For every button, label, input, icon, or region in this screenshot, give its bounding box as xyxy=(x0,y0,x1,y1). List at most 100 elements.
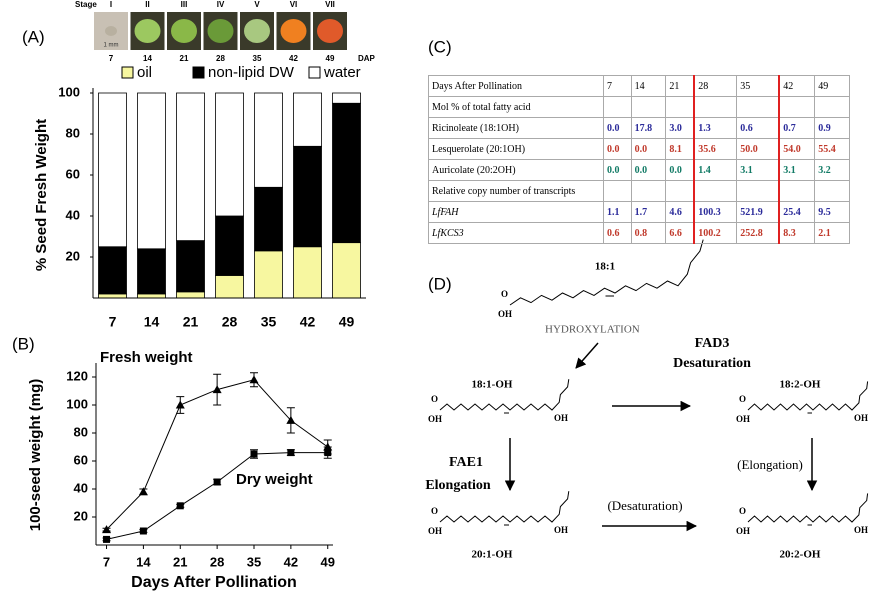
seed xyxy=(317,19,343,43)
x-tick-label: 28 xyxy=(210,554,224,569)
bar-segment xyxy=(98,293,127,299)
marker xyxy=(175,400,185,409)
row-label: LfKCS3 xyxy=(428,222,604,244)
table-cell xyxy=(603,180,632,202)
molecule-chain xyxy=(747,381,869,411)
y-tick-label: 100 xyxy=(66,396,88,411)
atom-label: OH xyxy=(428,414,442,424)
stage-numeral: I xyxy=(110,0,112,9)
arrow xyxy=(575,342,599,369)
bar-segment xyxy=(137,293,166,299)
step-label: (Desaturation) xyxy=(607,498,682,513)
marker xyxy=(176,502,184,510)
table-cell: 0.0 xyxy=(630,138,667,160)
marker xyxy=(139,527,147,535)
table-cell xyxy=(736,180,780,202)
atom-label: O xyxy=(501,289,508,299)
series-annotation: Dry weight xyxy=(236,471,313,488)
table-cell: 28 xyxy=(693,75,738,97)
table-cell: 3.0 xyxy=(665,117,695,139)
table-cell: 7 xyxy=(603,75,632,97)
bar-segment xyxy=(176,291,205,299)
y-axis-label: % Seed Fresh Weight xyxy=(33,119,50,271)
bar-segment xyxy=(293,145,322,248)
marker xyxy=(287,449,295,457)
atom-label: O xyxy=(739,394,746,404)
table-row: Lesquerolate (20:1OH) 0.0 0.0 8.1 35.6 50.0 54… xyxy=(428,138,850,160)
bar-segment xyxy=(254,186,283,252)
table-cell: 0.0 xyxy=(665,159,695,181)
legend-label: water xyxy=(323,64,361,81)
x-tick-label: 7 xyxy=(109,314,117,330)
x-tick-label: 49 xyxy=(320,554,334,569)
table-cell: 9.5 xyxy=(814,201,850,223)
seed xyxy=(105,26,117,36)
seed xyxy=(134,19,161,43)
y-tick-label: 100 xyxy=(58,84,80,99)
table-cell: 6.6 xyxy=(665,222,695,244)
stage-numeral: VI xyxy=(290,0,298,9)
atom-label: OH xyxy=(854,413,868,423)
table-cell: 0.6 xyxy=(736,117,780,139)
bar-segment xyxy=(215,215,244,276)
x-tick-label: 21 xyxy=(173,554,187,569)
stage-day: 35 xyxy=(253,54,262,63)
table-cell: 14 xyxy=(630,75,667,97)
row-label: Relative copy number of transcripts xyxy=(428,180,604,202)
table-cell: 35.6 xyxy=(693,138,738,160)
row-label: Days After Pollination xyxy=(428,75,604,97)
table-cell: 0.0 xyxy=(603,138,632,160)
marker xyxy=(213,478,221,486)
legend-label: non-lipid DW xyxy=(208,64,295,81)
molecule-name: 20:2-OH xyxy=(780,549,821,561)
atom-label: OH xyxy=(554,413,568,423)
panel-label: (A) xyxy=(22,27,45,46)
table-cell xyxy=(693,96,738,118)
stage-day: 21 xyxy=(180,54,189,63)
x-tick-label: 21 xyxy=(183,314,199,330)
table-cell: 2.1 xyxy=(814,222,850,244)
table-cell xyxy=(630,96,667,118)
y-tick-label: 20 xyxy=(66,248,80,263)
x-tick-label: 35 xyxy=(261,314,277,330)
bar-segment xyxy=(176,92,205,242)
y-tick-label: 40 xyxy=(66,207,80,222)
table-cell xyxy=(814,180,850,202)
step-label: FAE1 xyxy=(449,455,483,470)
atom-label: OH xyxy=(736,526,750,536)
atom-label: OH xyxy=(498,309,512,319)
atom-label: OH xyxy=(428,526,442,536)
table-cell xyxy=(693,180,738,202)
table-cell: 100.2 xyxy=(693,222,738,244)
table-cell: 521.9 xyxy=(736,201,780,223)
atom-label: O xyxy=(739,506,746,516)
y-axis-label: 100-seed weight (mg) xyxy=(27,379,44,532)
seed xyxy=(280,19,307,43)
table-row: Days After Pollination 7 14 21 28 35 42 49 xyxy=(428,75,850,97)
row-label: Ricinoleate (18:1OH) xyxy=(428,117,604,139)
stage-day: 7 xyxy=(109,54,114,63)
bar-segment xyxy=(332,92,361,104)
arrows xyxy=(504,342,818,532)
table-cell: 4.6 xyxy=(665,201,695,223)
row-label: Mol % of total fatty acid xyxy=(428,96,604,118)
stage-label: Stage xyxy=(75,0,97,9)
y-tick-label: 80 xyxy=(66,125,80,140)
stage-numeral: VII xyxy=(325,0,335,9)
bar-segment xyxy=(176,240,205,293)
table-cell: 42 xyxy=(778,75,816,97)
step-label: Elongation xyxy=(425,478,491,493)
table-row: Ricinoleate (18:1OH) 0.0 17.8 3.0 1.3 0.6 0.7 0… xyxy=(428,117,850,139)
table-cell: 50.0 xyxy=(736,138,780,160)
table-cell: 0.0 xyxy=(630,159,667,181)
table-cell: 0.9 xyxy=(814,117,850,139)
bar-segment xyxy=(254,250,283,299)
row-label: LfFAH xyxy=(428,201,604,223)
table-cell: 1.7 xyxy=(630,201,667,223)
table-cell: 8.1 xyxy=(665,138,695,160)
y-tick-label: 40 xyxy=(74,480,88,495)
table-cell: 0.0 xyxy=(603,159,632,181)
bar-segment xyxy=(332,102,361,244)
table-cell: 1.1 xyxy=(603,201,632,223)
